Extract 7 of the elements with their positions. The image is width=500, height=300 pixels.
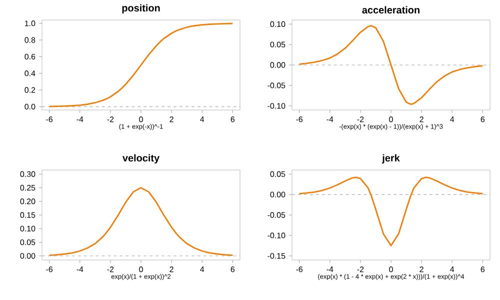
chart-title: acceleration (362, 6, 420, 14)
line-series (298, 176, 484, 246)
chart-title: velocity (122, 154, 160, 164)
chart-title: position (122, 4, 160, 14)
line-series (48, 187, 234, 256)
chart-title: jerk (382, 154, 400, 164)
line-series (48, 22, 234, 108)
